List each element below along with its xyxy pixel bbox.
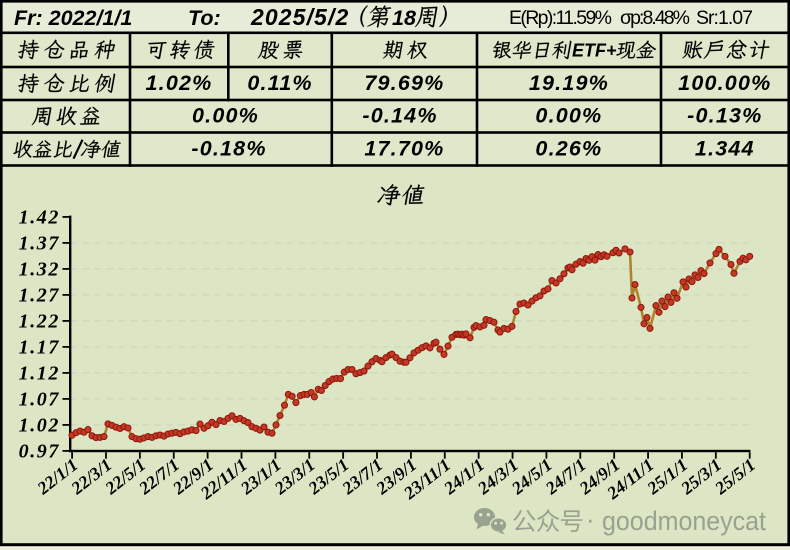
svg-text:1.12: 1.12 xyxy=(19,362,60,384)
svg-text:0.00%: 0.00% xyxy=(535,104,602,128)
svg-text:0.97: 0.97 xyxy=(19,440,60,462)
svg-text:1.02: 1.02 xyxy=(19,414,60,436)
svg-text:0.26%: 0.26% xyxy=(535,137,602,161)
svg-text:E(Rp):11.59%: E(Rp):11.59% xyxy=(509,7,612,29)
svg-text:1.17: 1.17 xyxy=(19,336,60,358)
svg-text:1.42: 1.42 xyxy=(19,206,60,228)
svg-text:100.00%: 100.00% xyxy=(678,71,771,95)
svg-text:To:: To: xyxy=(188,6,221,30)
svg-text:18: 18 xyxy=(392,6,416,30)
svg-text:19.19%: 19.19% xyxy=(529,71,609,95)
svg-text:-0.14%: -0.14% xyxy=(362,104,437,128)
svg-text:Fr: 2022/1/1: Fr: 2022/1/1 xyxy=(14,6,132,30)
svg-text:Sr:1.07: Sr:1.07 xyxy=(696,7,753,29)
svg-text:·: · xyxy=(586,504,595,534)
svg-text:1.27: 1.27 xyxy=(19,284,60,306)
svg-text:σp:8.48%: σp:8.48% xyxy=(620,7,690,29)
svg-text:goodmoneycat: goodmoneycat xyxy=(602,506,766,536)
svg-text:ETF+: ETF+ xyxy=(572,41,617,61)
svg-text:17.70%: 17.70% xyxy=(364,137,444,161)
svg-text:1.02%: 1.02% xyxy=(146,71,213,95)
svg-text:0.00%: 0.00% xyxy=(192,104,259,128)
svg-text:-0.18%: -0.18% xyxy=(191,137,266,161)
svg-text:-0.13%: -0.13% xyxy=(687,104,762,128)
svg-text:0.11%: 0.11% xyxy=(247,71,312,95)
svg-text:1.22: 1.22 xyxy=(19,310,60,332)
svg-text:1.07: 1.07 xyxy=(19,388,60,410)
svg-text:2025/5/2: 2025/5/2 xyxy=(250,4,349,30)
svg-text:79.69%: 79.69% xyxy=(364,71,444,95)
svg-text:1.344: 1.344 xyxy=(695,137,755,161)
svg-text:1.37: 1.37 xyxy=(19,232,60,254)
svg-text:1.32: 1.32 xyxy=(19,258,60,280)
